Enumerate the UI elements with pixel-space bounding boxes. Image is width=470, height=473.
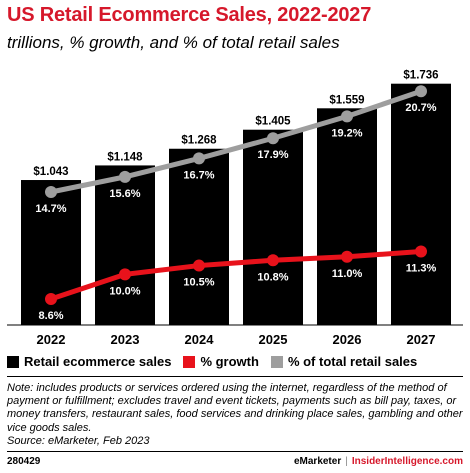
growth-point-2027 <box>415 245 427 258</box>
note-text: Note: includes products or services orde… <box>7 382 463 434</box>
bar-label-2027: $1.736 <box>403 70 438 82</box>
growth-label-2025: 10.8% <box>257 271 288 283</box>
share-label-2023: 15.6% <box>109 188 140 200</box>
legend: Retail ecommerce sales % growth % of tot… <box>7 354 429 369</box>
chart-subtitle: trillions, % growth, and % of total reta… <box>7 33 340 52</box>
share-point-2026 <box>341 110 353 123</box>
bar-label-2024: $1.268 <box>181 135 217 147</box>
footer: 280429 eMarketer | InsiderIntelligence.com <box>7 456 463 467</box>
growth-point-2023 <box>119 268 131 281</box>
bar-label-2026: $1.559 <box>329 94 364 106</box>
bar-2026 <box>317 108 377 325</box>
footer-site[interactable]: InsiderIntelligence.com <box>351 456 463 467</box>
legend-item-share: % of total retail sales <box>270 354 418 369</box>
legend-item-ecommerce: Retail ecommerce sales <box>7 354 171 369</box>
growth-label-2023: 10.0% <box>109 285 140 297</box>
growth-point-2026 <box>341 250 353 263</box>
footer-brand: eMarketer | InsiderIntelligence.com <box>294 456 463 467</box>
share-label-2027: 20.7% <box>405 102 436 114</box>
bar-2027 <box>391 83 451 325</box>
x-tick-label-2023: 2023 <box>111 332 140 347</box>
bar-label-2025: $1.405 <box>255 116 291 128</box>
footer-id: 280429 <box>7 456 41 467</box>
share-point-2027 <box>415 85 427 98</box>
bar-label-2022: $1.043 <box>33 166 68 178</box>
share-point-2024 <box>193 152 205 165</box>
growth-line <box>48 248 424 302</box>
note-source: Source: eMarketer, Feb 2023 <box>7 434 150 447</box>
x-tick-label-2026: 2026 <box>333 332 362 347</box>
share-line <box>48 88 424 195</box>
bar-2025 <box>243 129 303 325</box>
chart-area: $1.043 $1.148 $1.268 $1.405 $1.559 $1.736 2022… <box>7 70 463 347</box>
share-label-2022: 14.7% <box>35 203 66 215</box>
growth-point-2022 <box>45 293 57 305</box>
x-tick-label-2027: 2027 <box>407 332 436 347</box>
legend-item-growth: % growth <box>183 354 259 369</box>
bar-label-2023: $1.148 <box>107 151 143 163</box>
x-tick-label-2025: 2025 <box>259 332 288 347</box>
footer-brand-name: eMarketer <box>293 456 342 467</box>
growth-label-2024: 10.5% <box>183 277 214 289</box>
x-tick-label-2022: 2022 <box>37 332 66 347</box>
growth-label-2026: 11.0% <box>332 268 363 280</box>
legend-label-ecommerce: Retail ecommerce sales <box>24 354 172 369</box>
share-point-2023 <box>119 170 131 183</box>
share-label-2025: 17.9% <box>257 149 288 161</box>
legend-label-share: % of total retail sales <box>287 354 418 369</box>
divider-top <box>7 376 463 377</box>
bar-2024 <box>169 148 229 325</box>
share-point-2025 <box>267 132 279 145</box>
growth-label-2027: 11.3% <box>406 262 437 274</box>
legend-swatch-share <box>270 355 283 368</box>
growth-point-2024 <box>193 259 205 272</box>
legend-swatch-growth <box>183 355 196 368</box>
legend-swatch-ecommerce <box>7 355 19 368</box>
growth-label-2022: 8.6% <box>38 310 63 322</box>
chart-title: US Retail Ecommerce Sales, 2022-2027 <box>7 4 372 26</box>
bar-2023 <box>95 165 155 325</box>
x-tick-label-2024: 2024 <box>185 332 215 347</box>
share-label-2026: 19.2% <box>331 127 362 139</box>
share-label-2024: 16.7% <box>183 169 214 181</box>
divider-bottom <box>7 451 463 452</box>
legend-label-growth: % growth <box>200 354 259 369</box>
share-point-2022 <box>45 186 57 198</box>
footer-separator: | <box>345 456 348 467</box>
chart-note: Note: includes products or services orde… <box>7 382 463 448</box>
growth-point-2025 <box>267 254 279 267</box>
